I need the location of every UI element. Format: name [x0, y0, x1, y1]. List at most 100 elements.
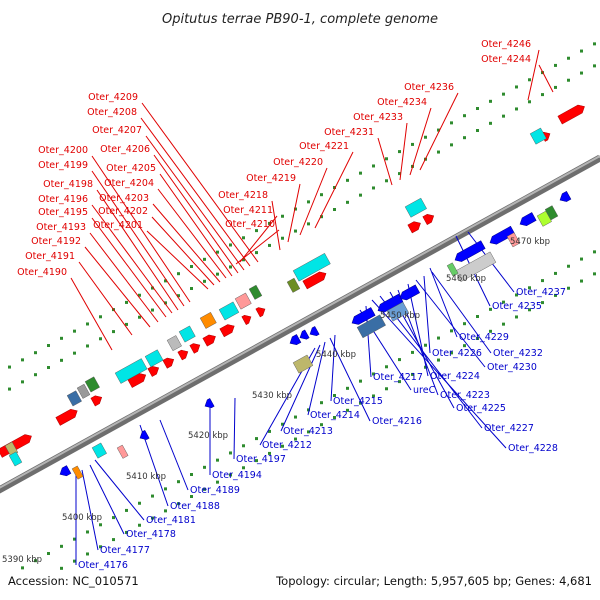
forward-label-connector: [287, 183, 301, 243]
track-tick: [359, 193, 362, 197]
track-tick: [437, 128, 440, 132]
forward-label-connector: [151, 216, 215, 286]
reverse-gene-label: Oter_4232: [493, 348, 543, 359]
gene-feature-box: [116, 444, 129, 459]
track-tick: [47, 552, 50, 556]
track-tick: [164, 509, 167, 513]
track-tick: [515, 107, 518, 111]
forward-label-connector: [538, 64, 554, 93]
forward-label-connector: [152, 203, 221, 283]
track-tick: [125, 322, 128, 326]
forward-gene-label: Oter_4196: [38, 194, 88, 205]
forward-label-connector: [299, 167, 328, 236]
reverse-label-connector: [423, 275, 431, 354]
track-tick: [164, 279, 167, 283]
track-tick: [255, 229, 258, 233]
track-tick: [502, 92, 505, 96]
track-tick: [281, 214, 284, 218]
track-tick: [138, 523, 141, 527]
track-tick: [73, 351, 76, 355]
track-tick: [268, 243, 271, 247]
gene-feature-box: [199, 311, 217, 329]
forward-gene-arrow: [241, 315, 252, 325]
forward-label-connector: [419, 92, 459, 171]
reverse-gene-label: Oter_4177: [100, 545, 150, 556]
track-tick: [164, 487, 167, 491]
track-tick: [398, 150, 401, 154]
reverse-gene-label: Oter_4225: [456, 403, 506, 414]
track-tick: [398, 358, 401, 362]
forward-label-connector: [91, 217, 167, 318]
track-tick: [281, 444, 284, 448]
track-tick: [177, 272, 180, 276]
forward-gene-label: Oter_4206: [100, 144, 150, 155]
forward-gene-label: Oter_4191: [25, 251, 75, 262]
track-tick: [476, 315, 479, 319]
track-tick: [125, 530, 128, 534]
reverse-label-connector: [329, 337, 371, 422]
track-tick: [151, 494, 154, 498]
track-tick: [489, 121, 492, 125]
gene-feature-box: [76, 383, 91, 399]
reverse-gene-label: Oter_4213: [283, 426, 333, 437]
track-tick: [528, 286, 531, 290]
gene-feature-box: [506, 232, 521, 248]
forward-label-connector: [157, 188, 227, 279]
reverse-gene-arrow: [59, 465, 72, 477]
track-tick: [567, 264, 570, 268]
track-tick: [177, 294, 180, 298]
track-tick: [281, 422, 284, 426]
gene-feature-box: [286, 277, 301, 293]
forward-gene-label: Oter_4234: [377, 97, 427, 108]
forward-gene-label: Oter_4208: [87, 107, 137, 118]
scale-label: 5420 kbp: [188, 431, 228, 441]
track-tick: [268, 451, 271, 455]
track-tick: [307, 408, 310, 412]
track-tick: [372, 164, 375, 168]
track-tick: [99, 545, 102, 549]
forward-gene-arrow: [147, 365, 160, 377]
gene-labels: Oter_4246 Oter_4244 Oter_4236 Oter_4234 Oter…: [17, 39, 566, 571]
track-tick: [34, 351, 37, 355]
forward-gene-label: Oter_4246: [481, 39, 531, 50]
track-tick: [515, 315, 518, 319]
track-tick: [580, 49, 583, 53]
forward-label-connector: [314, 151, 354, 229]
track-tick: [580, 279, 583, 283]
gene-feature-box: [218, 301, 240, 321]
track-tick: [385, 387, 388, 391]
forward-gene-arrow: [177, 349, 189, 361]
forward-label-connector: [140, 117, 251, 267]
track-tick: [489, 329, 492, 333]
scale-label: 5430 kbp: [252, 391, 292, 401]
track-tick: [73, 559, 76, 563]
reverse-gene-label: Oter_4230: [487, 362, 537, 373]
track-tick: [151, 308, 154, 312]
track-tick: [34, 373, 37, 377]
track-tick: [346, 408, 349, 412]
reverse-gene-arrow: [399, 284, 421, 301]
track-tick: [177, 502, 180, 506]
gene-feature-box: [292, 354, 314, 374]
track-tick: [372, 372, 375, 376]
forward-gene-arrow: [302, 271, 327, 290]
map-title: Opitutus terrae PB90-1, complete genome: [162, 12, 438, 27]
track-tick: [580, 71, 583, 75]
track-tick: [372, 394, 375, 398]
gene-feature-box: [166, 335, 182, 352]
reverse-gene-label: Oter_4189: [190, 485, 240, 496]
track-tick: [333, 186, 336, 190]
forward-label-connector: [89, 232, 159, 323]
track-tick: [411, 350, 414, 354]
track-tick: [216, 458, 219, 462]
forward-label-connector: [239, 215, 278, 263]
track-tick: [177, 480, 180, 484]
reverse-label-connector: [94, 459, 145, 521]
genome-summary: Topology: circular; Length: 5,957,605 bp…: [275, 574, 592, 588]
track-tick: [515, 293, 518, 297]
track-tick: [593, 272, 596, 276]
forward-gene-arrow: [422, 214, 435, 225]
gene-feature-box: [529, 127, 547, 145]
reverse-gene-label: Oter_4176: [78, 560, 128, 571]
